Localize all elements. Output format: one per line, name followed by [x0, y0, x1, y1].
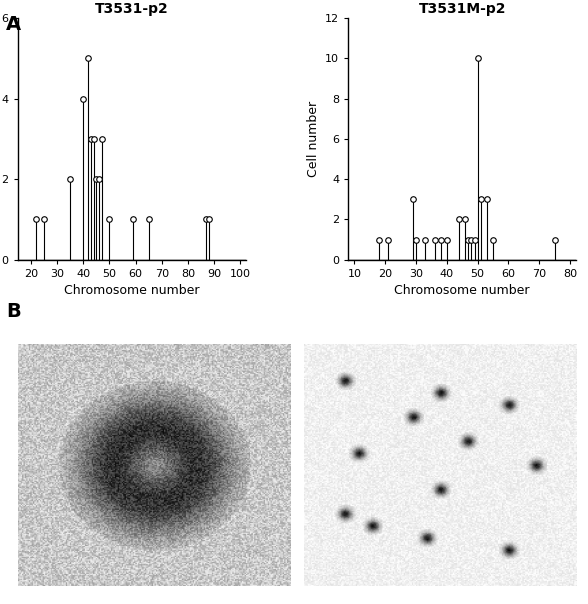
X-axis label: Chromosome number: Chromosome number [64, 284, 199, 297]
Text: B: B [6, 302, 21, 321]
Text: A: A [6, 15, 21, 34]
X-axis label: Chromosome number: Chromosome number [395, 284, 530, 297]
Title: T3531-p2: T3531-p2 [95, 2, 169, 16]
Y-axis label: Cell number: Cell number [306, 101, 319, 177]
Title: T3531M-p2: T3531M-p2 [419, 2, 506, 16]
